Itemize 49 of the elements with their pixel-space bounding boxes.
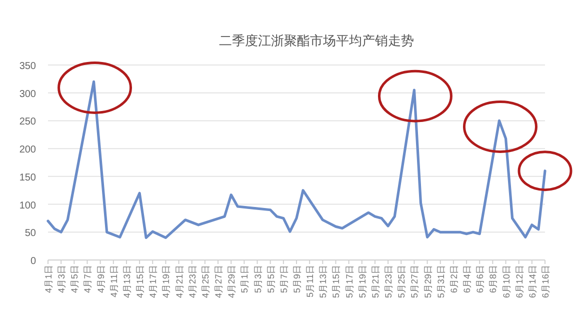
x-tick-label: 6月12日 [514,265,524,298]
x-tick-label: 5月9日 [292,265,302,294]
x-tick-label: 5月21日 [370,265,380,298]
x-tick-label: 4月1日 [44,265,54,294]
chart-title: 二季度江浙聚酯市场平均产销走势 [219,33,414,48]
x-tick-label: 4月25日 [200,265,210,298]
x-tick-label: 5月17日 [344,265,354,298]
x-tick-label: 6月6日 [475,265,486,294]
x-tick-label: 5月13日 [318,265,328,298]
x-tick-label: 5月11日 [305,265,316,298]
x-tick-label: 5月27日 [410,265,420,298]
x-tick-label: 6月10日 [501,265,512,298]
y-tick-label: 100 [19,200,36,212]
y-tick-label: 50 [24,228,36,240]
x-tick-label: 4月17日 [148,265,158,298]
x-tick-label: 4月11日 [108,265,119,298]
y-tick-label: 250 [19,116,36,128]
x-tick-label: 5月3日 [252,265,263,294]
x-tick-label: 4月3日 [56,265,67,294]
x-tick-label: 6月4日 [462,265,472,294]
y-tick-label: 300 [19,88,36,100]
x-tick-label: 6月2日 [448,265,459,294]
x-tick-label: 5月29日 [422,265,433,298]
x-tick-label: 4月15日 [135,265,146,298]
x-tick-label: 5月7日 [278,265,289,294]
x-tick-label: 5月5日 [266,265,276,294]
x-tick-label: 5月23日 [384,265,394,298]
x-tick-label: 4月29日 [226,265,237,298]
x-tick-label: 4月5日 [70,265,80,294]
x-tick-label: 5月15日 [331,265,342,298]
x-tick-label: 4月23日 [187,265,198,298]
x-tick-label: 6月16日 [540,265,550,298]
y-tick-label: 200 [19,144,36,156]
x-tick-label: 4月19日 [161,265,172,298]
x-tick-label: 4月9日 [96,265,106,294]
x-tick-label: 5月19日 [357,265,368,298]
x-tick-label: 5月31日 [436,265,446,298]
x-tick-label: 4月21日 [174,265,184,298]
x-tick-label: 4月13日 [122,265,132,298]
x-tick-label: 5月1日 [240,265,250,294]
line-series [46,80,546,240]
x-tick-label: 4月27日 [214,265,224,298]
y-tick-label: 150 [19,172,36,184]
x-tick-label: 6月14日 [527,265,538,298]
y-tick-label: 350 [19,61,36,72]
x-tick-label: 6月8日 [488,265,498,294]
y-tick-label: 0 [30,256,36,267]
x-tick-label: 4月7日 [82,265,93,294]
x-tick-label: 5月25日 [396,265,407,298]
